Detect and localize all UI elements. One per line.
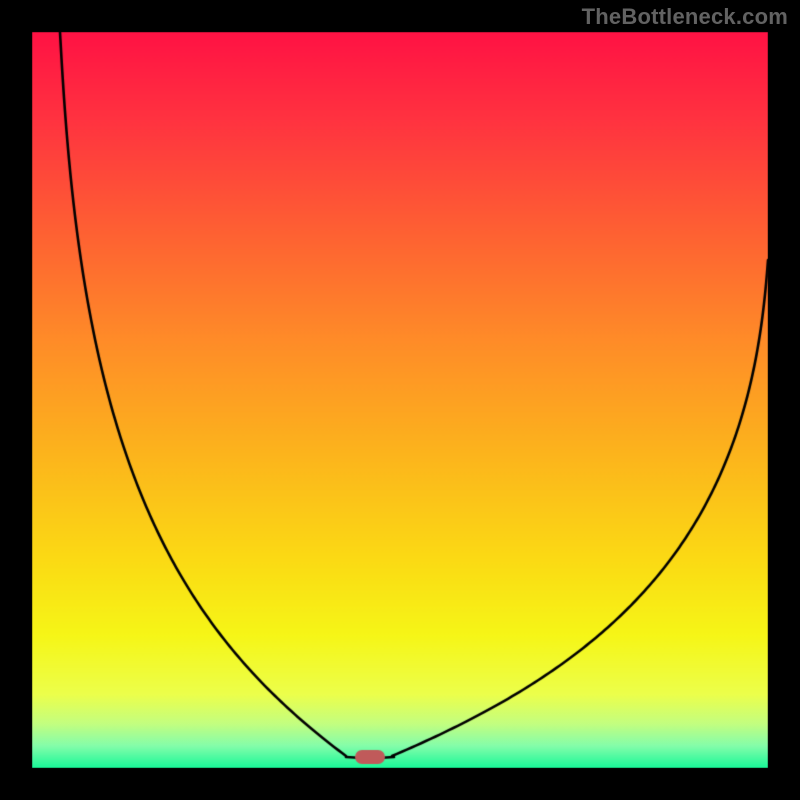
chart-stage: TheBottleneck.com	[0, 0, 800, 800]
black-frame	[0, 0, 800, 800]
